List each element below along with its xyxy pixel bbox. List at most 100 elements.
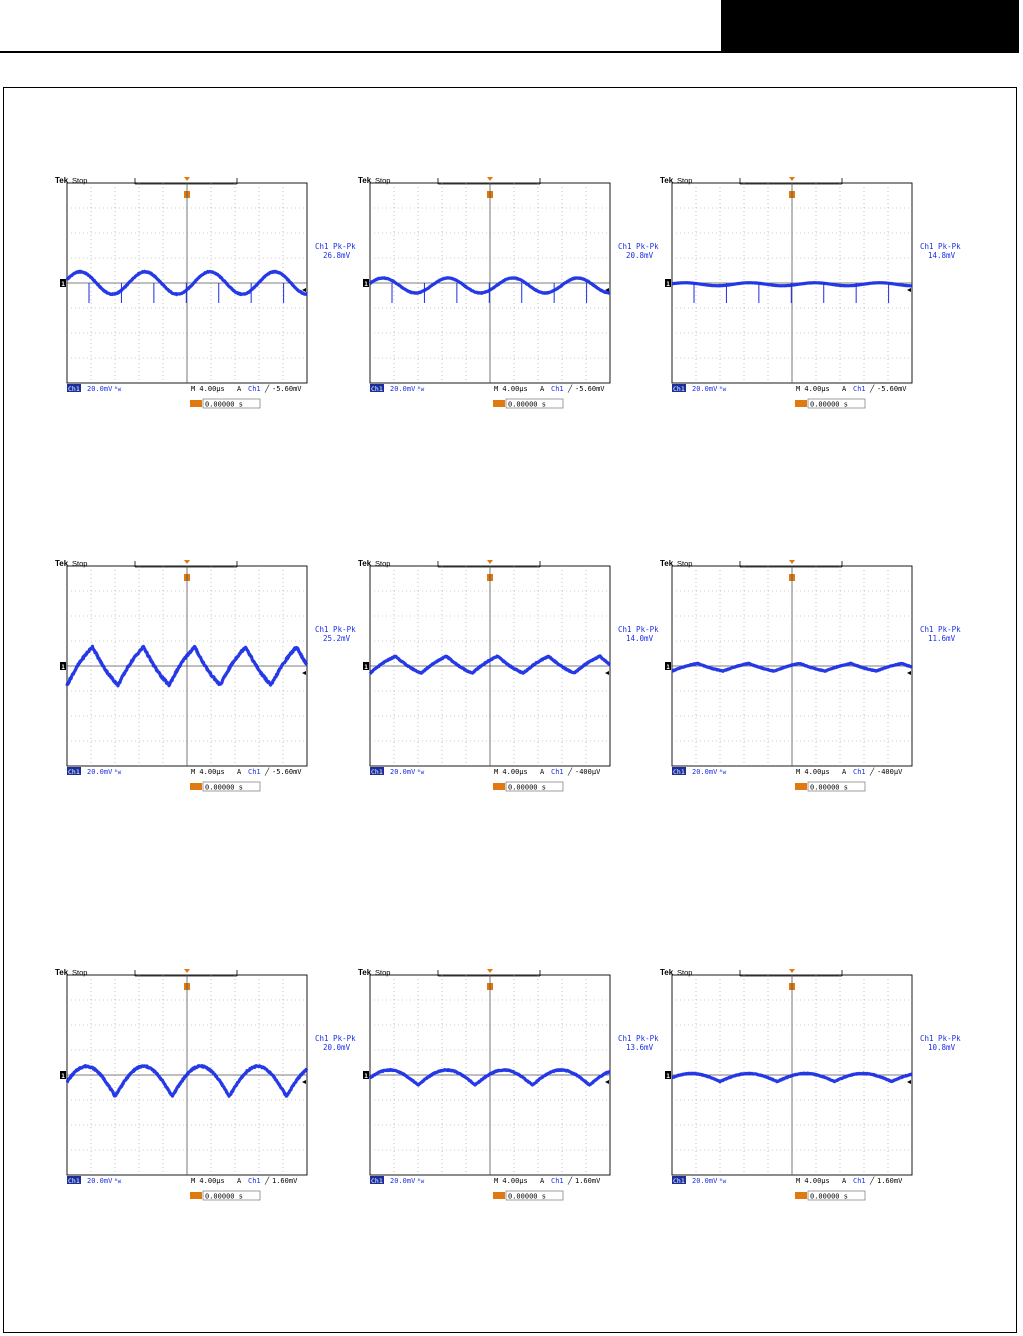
acq-state-label: Stop (72, 968, 87, 977)
measurement-value: 25.2mV (323, 634, 351, 643)
measurement-value: 20.0mV (323, 1043, 351, 1052)
acq-state-label: Stop (375, 968, 390, 977)
measurement-value: 13.6mV (626, 1043, 654, 1052)
scope-panel-r3c2: Tek Stop 1 Ch1 Pk-Pk 13.6mV Ch1 20.0mV ᴮw M 4.00… (358, 968, 659, 1208)
trigger-delay-value: 0.00000 s (810, 784, 848, 792)
trigger-delay-icon (795, 400, 807, 407)
trigger-level-icon (907, 671, 911, 675)
measurement-value: 10.8mV (928, 1043, 956, 1052)
waveform-trace (670, 281, 914, 288)
trigger-level: -400µV (877, 768, 903, 776)
trigger-delay-box (202, 398, 261, 409)
volts-per-div: 20.0mV (87, 768, 113, 776)
trigger-mode: A (237, 768, 242, 776)
channel-badge (67, 384, 81, 392)
trigger-delay-value: 0.00000 s (205, 784, 243, 792)
trigger-position-icon (487, 177, 493, 181)
trigger-delay-box (505, 781, 564, 792)
trigger-delay-value: 0.00000 s (508, 401, 546, 409)
scope-panel-r3c1: Tek Stop 1 Ch1 Pk-Pk 20.0mV Ch1 20.0mV ᴮw M 4.00… (55, 968, 356, 1208)
trigger-slope-icon: ╱ (869, 1176, 875, 1185)
measurement-label: Ch1 Pk-Pk (920, 242, 961, 251)
trigger-position-icon (789, 969, 795, 973)
trigger-level: -5.60mV (877, 385, 907, 393)
bandwidth-symbol: ᴮw (719, 769, 727, 776)
trigger-delay-icon (493, 783, 505, 790)
trigger-delay-icon (795, 783, 807, 790)
time-per-div: M 4.00µs (191, 1177, 225, 1185)
measurement-label: Ch1 Pk-Pk (618, 625, 659, 634)
trigger-position-icon (487, 969, 493, 973)
waveform-trace (368, 1067, 612, 1087)
channel-badge (370, 1176, 384, 1184)
time-per-div: M 4.00µs (494, 385, 528, 393)
trigger-delay-icon (795, 1192, 807, 1199)
trigger-delay-value: 0.00000 s (205, 1193, 243, 1201)
channel-badge (370, 384, 384, 392)
trigger-level-icon (605, 671, 609, 675)
trigger-source: Ch1 (853, 385, 866, 393)
brand-label: Tek (358, 176, 372, 185)
bandwidth-symbol: ᴮw (417, 386, 425, 393)
acq-state-label: Stop (72, 559, 87, 568)
time-per-div: M 4.00µs (494, 1177, 528, 1185)
figure-frame (3, 87, 1017, 1333)
trigger-source: Ch1 (853, 1177, 866, 1185)
waveform-trace (670, 661, 914, 673)
time-per-div: M 4.00µs (796, 385, 830, 393)
bandwidth-symbol: ᴮw (719, 386, 727, 393)
waveform-trace (670, 1071, 914, 1084)
channel-badge-label: Ch1 (673, 768, 685, 776)
measurement-label: Ch1 Pk-Pk (920, 625, 961, 634)
ground-marker-icon (665, 1071, 671, 1079)
channel-badge (67, 1176, 81, 1184)
trigger-mode: A (842, 1177, 847, 1185)
waveform-trace (368, 276, 612, 295)
scope-panel-r1c2: Tek Stop 1 Ch1 Pk-Pk 20.8mV Ch1 20.0mV ᴮw M 4.00… (358, 176, 659, 416)
trigger-delay-box (202, 781, 261, 792)
time-per-div: M 4.00µs (191, 385, 225, 393)
ground-marker-label: 1 (364, 1073, 368, 1080)
trigger-slope-icon: ╱ (567, 1176, 573, 1185)
graticule (67, 183, 307, 383)
trigger-delay-icon (493, 400, 505, 407)
trigger-slope-icon: ╱ (869, 767, 875, 776)
trigger-delay-value: 0.00000 s (810, 401, 848, 409)
ground-marker-label: 1 (61, 281, 65, 288)
ground-marker-label: 1 (666, 281, 670, 288)
acq-state-label: Stop (375, 559, 390, 568)
trigger-mode: A (842, 768, 847, 776)
trigger-delay-value: 0.00000 s (508, 784, 546, 792)
trigger-position-icon (184, 969, 190, 973)
measurement-value: 26.8mV (323, 251, 351, 260)
scope-panel-r2c3: Tek Stop 1 Ch1 Pk-Pk 11.6mV Ch1 20.0mV ᴮw M 4.00… (660, 559, 961, 799)
brand-label: Tek (660, 559, 674, 568)
graticule (370, 183, 610, 383)
channel-badge-label: Ch1 (371, 768, 383, 776)
trigger-slope-icon: ╱ (567, 384, 573, 393)
waveform-trace (65, 269, 309, 297)
measurement-value: 20.8mV (626, 251, 654, 260)
trigger-source: Ch1 (551, 768, 564, 776)
trigger-mode: A (237, 1177, 242, 1185)
trigger-delay-icon (190, 400, 202, 407)
volts-per-div: 20.0mV (87, 385, 113, 393)
ground-marker-icon (363, 662, 369, 670)
measurement-label: Ch1 Pk-Pk (618, 1034, 659, 1043)
channel-badge-label: Ch1 (68, 385, 80, 393)
ground-marker-icon (60, 662, 66, 670)
bandwidth-symbol: ᴮw (417, 769, 425, 776)
brand-label: Tek (55, 559, 69, 568)
trigger-source: Ch1 (248, 768, 261, 776)
brand-label: Tek (55, 968, 69, 977)
ground-marker-icon (363, 279, 369, 287)
trigger-slope-icon: ╱ (264, 384, 270, 393)
scope-panel-r1c1: Tek Stop 1 Ch1 Pk-Pk 26.8mV Ch1 20.0mV ᴮw M 4.00… (55, 176, 356, 416)
measurement-value: 11.6mV (928, 634, 956, 643)
channel-badge (672, 384, 686, 392)
channel-badge (672, 767, 686, 775)
graticule (67, 975, 307, 1175)
